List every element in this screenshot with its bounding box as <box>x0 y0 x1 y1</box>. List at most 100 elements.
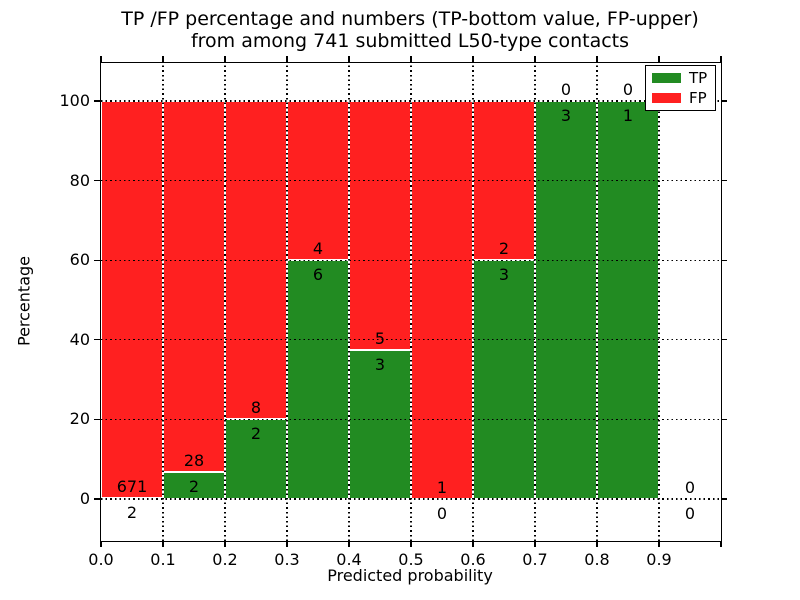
fp-count-label: 0 <box>684 478 696 497</box>
x-tick-mark <box>472 56 474 62</box>
x-tick-label: 0.7 <box>522 550 548 569</box>
x-tick-mark <box>658 56 660 62</box>
x-tick-mark <box>720 541 722 547</box>
v-gridline <box>410 63 412 541</box>
x-tick-mark <box>720 56 722 62</box>
tp-count-label: 1 <box>622 106 634 125</box>
tp-bar-segment <box>473 260 535 499</box>
y-tick-mark <box>721 418 727 420</box>
plot-area: 671 2 28 2 8 2 4 6 5 3 1 0 2 3 0 3 0 1 0 0 0.0 0.1 0.2 0.3 0.4 0.… <box>59 56 727 569</box>
x-tick-label: 0.8 <box>584 550 610 569</box>
x-tick-label: 0.6 <box>460 550 486 569</box>
fp-count-label: 8 <box>250 398 262 418</box>
x-tick-mark <box>472 541 474 547</box>
y-tick-label: 60 <box>69 250 90 270</box>
fp-bar-segment <box>349 101 411 350</box>
v-gridline <box>534 63 536 541</box>
x-tick-mark <box>410 541 412 547</box>
x-tick-label: 0.0 <box>88 550 114 569</box>
v-gridline <box>224 63 226 541</box>
v-gridline <box>286 63 288 541</box>
legend-item-tp: TP <box>652 68 709 87</box>
x-tick-mark <box>658 541 660 547</box>
tp-legend-swatch <box>652 73 681 83</box>
tp-count-label: 3 <box>560 106 572 125</box>
tp-count-label: 2 <box>126 502 138 522</box>
y-tick-label: 20 <box>69 409 90 429</box>
y-tick-mark <box>721 339 727 341</box>
y-tick-label: 100 <box>59 91 90 110</box>
x-tick-mark <box>410 56 412 62</box>
fp-count-label: 671 <box>116 476 148 496</box>
x-tick-label: 0.5 <box>398 550 424 569</box>
fp-count-label: 0 <box>622 80 634 99</box>
v-gridline <box>596 63 598 541</box>
fp-count-label: 4 <box>312 239 324 259</box>
y-tick-label: 80 <box>69 170 90 190</box>
tp-count-label: 3 <box>498 265 510 285</box>
tp-count-label: 2 <box>188 477 200 497</box>
tp-count-label: 6 <box>312 265 324 285</box>
x-tick-mark <box>224 56 226 62</box>
tp-bar-segment <box>287 260 349 499</box>
tp-count-label: 2 <box>250 424 262 444</box>
y-tick-mark <box>94 418 100 420</box>
fp-count-label: 28 <box>183 451 205 471</box>
fp-bar-segment <box>101 101 163 498</box>
y-tick-mark <box>721 100 727 102</box>
fp-bar-segment <box>411 101 473 499</box>
y-tick-mark <box>94 498 100 500</box>
x-tick-label: 0.9 <box>646 550 672 569</box>
y-axis-label: Percentage <box>14 255 34 347</box>
fp-count-label: 5 <box>374 328 386 348</box>
y-tick-label: 0 <box>79 489 90 508</box>
chart-title-line1: TP /FP percentage and numbers (TP-bottom… <box>121 8 699 30</box>
tp-bar-segment <box>535 101 597 499</box>
legend-item-fp: FP <box>652 88 709 107</box>
x-tick-mark <box>162 56 164 62</box>
x-tick-label: 0.2 <box>212 550 238 569</box>
x-tick-mark <box>348 56 350 62</box>
x-axis-label: Predicted probability <box>327 566 493 585</box>
x-tick-mark <box>224 541 226 547</box>
x-tick-mark <box>162 541 164 547</box>
tp-count-label: 0 <box>684 504 696 523</box>
y-tick-mark <box>721 180 727 182</box>
fp-bar-segment <box>163 101 225 473</box>
y-tick-mark <box>94 339 100 341</box>
tp-legend-label: TP <box>689 68 708 87</box>
x-tick-mark <box>286 56 288 62</box>
x-tick-label: 0.3 <box>274 550 300 569</box>
x-tick-mark <box>286 541 288 547</box>
v-gridline <box>348 63 350 541</box>
fp-legend-swatch <box>652 93 681 103</box>
tp-count-label: 0 <box>436 504 448 523</box>
v-gridline <box>658 63 660 541</box>
y-tick-mark <box>721 498 727 500</box>
fp-count-label: 1 <box>436 478 448 497</box>
y-tick-mark <box>94 180 100 182</box>
x-tick-label: 0.1 <box>150 550 176 569</box>
x-tick-mark <box>596 541 598 547</box>
x-tick-mark <box>100 541 102 547</box>
chart-title: TP /FP percentage and numbers (TP-bottom… <box>100 8 720 52</box>
y-tick-mark <box>94 100 100 102</box>
y-tick-mark <box>94 259 100 261</box>
fp-count-label: 2 <box>498 239 510 259</box>
y-tick-label: 40 <box>69 329 90 349</box>
v-gridline <box>472 63 474 541</box>
x-tick-mark <box>534 56 536 62</box>
x-tick-mark <box>348 541 350 547</box>
y-tick-mark <box>721 259 727 261</box>
x-tick-mark <box>596 56 598 62</box>
chart-title-line2: from among 741 submitted L50-type contac… <box>190 30 630 52</box>
v-gridline <box>162 63 164 541</box>
fp-count-label: 0 <box>560 80 572 99</box>
legend: TP FP <box>645 65 716 111</box>
fp-legend-label: FP <box>689 88 707 107</box>
x-tick-label: 0.4 <box>336 550 362 569</box>
tp-count-label: 3 <box>374 354 386 374</box>
tp-bar-segment <box>597 101 659 499</box>
x-tick-mark <box>534 541 536 547</box>
